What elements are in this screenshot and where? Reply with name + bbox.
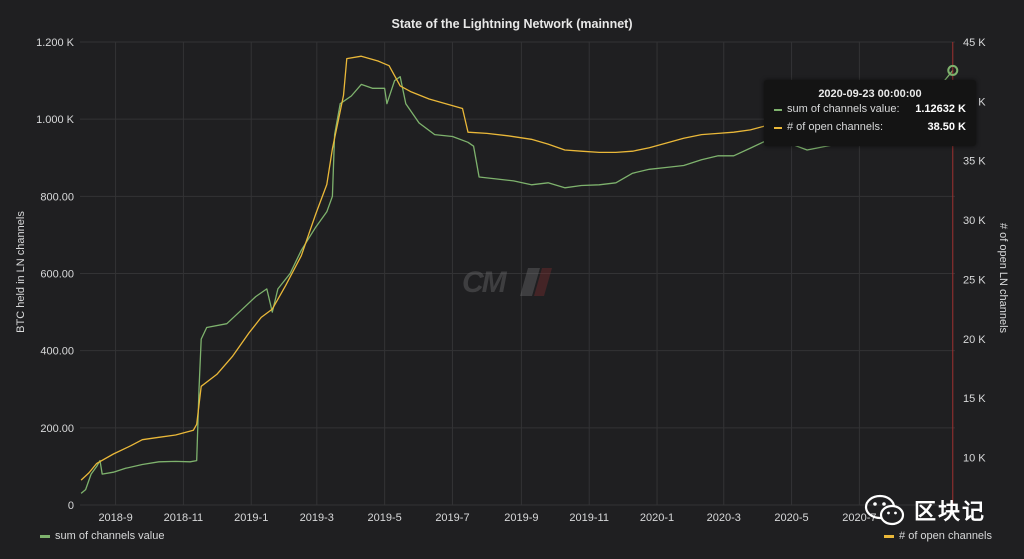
y-left-tick-label: 0 [68, 500, 74, 512]
tooltip-label: # of open channels: [787, 121, 884, 133]
y-right-tick-label: 35 K [963, 156, 986, 168]
y-left-tick-label: 200.00 [40, 423, 74, 435]
series-line-0 [80, 69, 954, 494]
x-tick-label: 2019-9 [504, 512, 538, 524]
legend-sum-of-channels-value[interactable]: sum of channels value [40, 530, 164, 542]
cm-watermark-logo: CM [462, 266, 552, 299]
x-tick-label: 2018-9 [98, 512, 132, 524]
series-line-1 [80, 55, 953, 481]
y-right-tick-label: 10 K [963, 453, 986, 465]
legend-swatch-green [40, 534, 50, 538]
x-tick-label: 2019-1 [234, 512, 268, 524]
y-left-tick-label: 800.00 [40, 191, 74, 203]
tooltip-label: sum of channels value: [787, 103, 900, 115]
legend-open-channels[interactable]: # of open channels [884, 530, 992, 542]
y-right-tick-label: 30 K [963, 215, 986, 227]
y-left-tick-label: 1.000 K [36, 114, 75, 126]
y-right-tick-label: 45 K [963, 37, 986, 49]
legend-label: sum of channels value [55, 530, 165, 542]
tooltip-row-channels-value: sum of channels value: 1.12632 K [764, 103, 976, 118]
y-right-tick-label: 20 K [963, 334, 986, 346]
y-right-tick-label: 25 K [963, 274, 986, 286]
x-axis-ticks: 2018-9 2018-11 2019-1 2019-3 2019-5 2019-7 201… [98, 512, 876, 524]
tooltip-row-open-channels: # of open channels: 38.50 K [764, 121, 976, 136]
x-tick-label: 2019-3 [300, 512, 334, 524]
y-axis-right-label: # of open LN channels [997, 223, 1009, 334]
x-tick-label: 2019-11 [569, 512, 609, 524]
x-tick-label: 2019-7 [435, 512, 469, 524]
x-tick-label: 2020-7 [842, 512, 876, 524]
left-axis-ticks: 0 200.00 400.00 600.00 800.00 1.000 K 1.200 K [36, 37, 75, 512]
x-tick-label: 2020-5 [774, 512, 808, 524]
green-swatch [774, 109, 782, 111]
y-left-tick-label: 1.200 K [36, 37, 75, 49]
y-right-tick-label: 15 K [963, 393, 986, 405]
x-tick-label: 2018-11 [164, 512, 204, 524]
hover-tooltip: 2020-09-23 00:00:00 sum of channels valu… [764, 80, 976, 146]
x-tick-label: 2019-5 [368, 512, 402, 524]
y-left-tick-label: 600.00 [40, 269, 74, 281]
y-left-tick-label: 400.00 [40, 346, 74, 358]
grid-lines [80, 41, 955, 506]
y-axis-left-label: BTC held in LN channels [15, 211, 27, 333]
tooltip-value: 38.50 K [927, 121, 966, 133]
svg-text:CM: CM [462, 266, 508, 299]
hover-point-marker[interactable] [947, 64, 959, 76]
series-group [80, 55, 954, 494]
watermark-text: 区块记 [914, 499, 987, 524]
x-tick-label: 2020-1 [640, 512, 674, 524]
chart-title: State of the Lightning Network (mainnet) [392, 17, 633, 31]
tooltip-value: 1.12632 K [915, 103, 966, 115]
tooltip-time: 2020-09-23 00:00:00 [818, 88, 922, 100]
x-tick-label: 2020-3 [707, 512, 741, 524]
legend-label: # of open channels [899, 530, 992, 542]
yellow-swatch [774, 127, 782, 129]
wechat-icon [864, 494, 905, 526]
wechat-watermark: 区块记 [864, 492, 986, 528]
legend-swatch-yellow [884, 534, 895, 538]
